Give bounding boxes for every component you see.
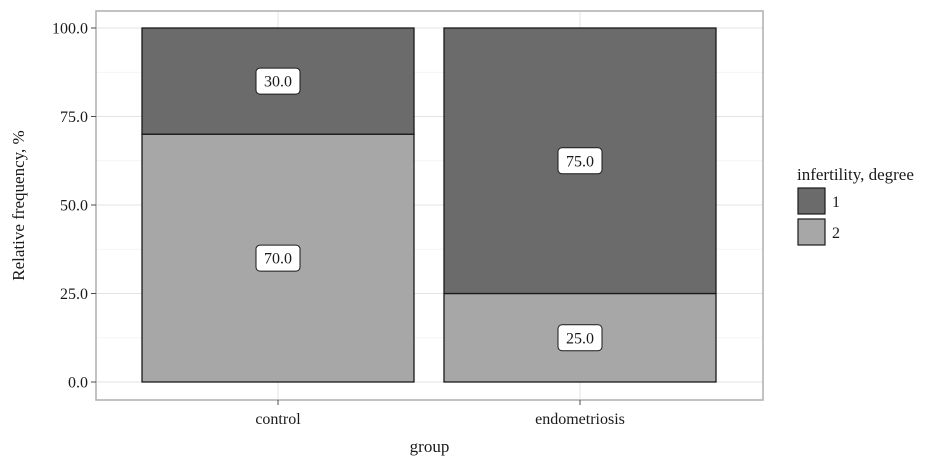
legend-title: infertility, degree bbox=[797, 165, 914, 184]
y-tick-label: 50.0 bbox=[60, 198, 88, 215]
x-tick-label: endometriosis bbox=[535, 411, 625, 428]
legend-label-2: 2 bbox=[832, 225, 840, 242]
y-tick-label: 75.0 bbox=[60, 109, 88, 126]
data-label: 70.0 bbox=[255, 244, 301, 272]
data-label-box bbox=[557, 324, 603, 352]
data-label-text: 70.0 bbox=[264, 251, 292, 268]
y-tick-label: 0.0 bbox=[68, 375, 88, 392]
x-axis: control endometriosis bbox=[255, 400, 625, 428]
legend-key-2 bbox=[797, 218, 826, 246]
legend-label-1: 1 bbox=[832, 194, 840, 211]
y-axis-title: Relative frequency, % bbox=[9, 130, 28, 280]
data-label: 75.0 bbox=[557, 147, 603, 175]
data-labels: 70.0 30.0 25.0 75.0 bbox=[255, 67, 603, 352]
x-tick-label: control bbox=[255, 411, 301, 428]
y-tick-label: 25.0 bbox=[60, 286, 88, 303]
y-axis: 0.0 25.0 50.0 75.0 100.0 bbox=[52, 21, 96, 392]
x-axis-title: group bbox=[410, 437, 450, 456]
data-label-box bbox=[255, 67, 301, 95]
data-label: 25.0 bbox=[557, 324, 603, 352]
data-label-text: 30.0 bbox=[264, 74, 292, 91]
legend: infertility, degree 1 2 bbox=[797, 165, 914, 246]
legend-key-1 bbox=[797, 187, 826, 215]
y-tick-label: 100.0 bbox=[52, 21, 88, 38]
data-label-text: 75.0 bbox=[566, 153, 594, 170]
data-label-box bbox=[557, 147, 603, 175]
data-label-box bbox=[255, 244, 301, 272]
data-label: 30.0 bbox=[255, 67, 301, 95]
data-label-text: 25.0 bbox=[566, 330, 594, 347]
